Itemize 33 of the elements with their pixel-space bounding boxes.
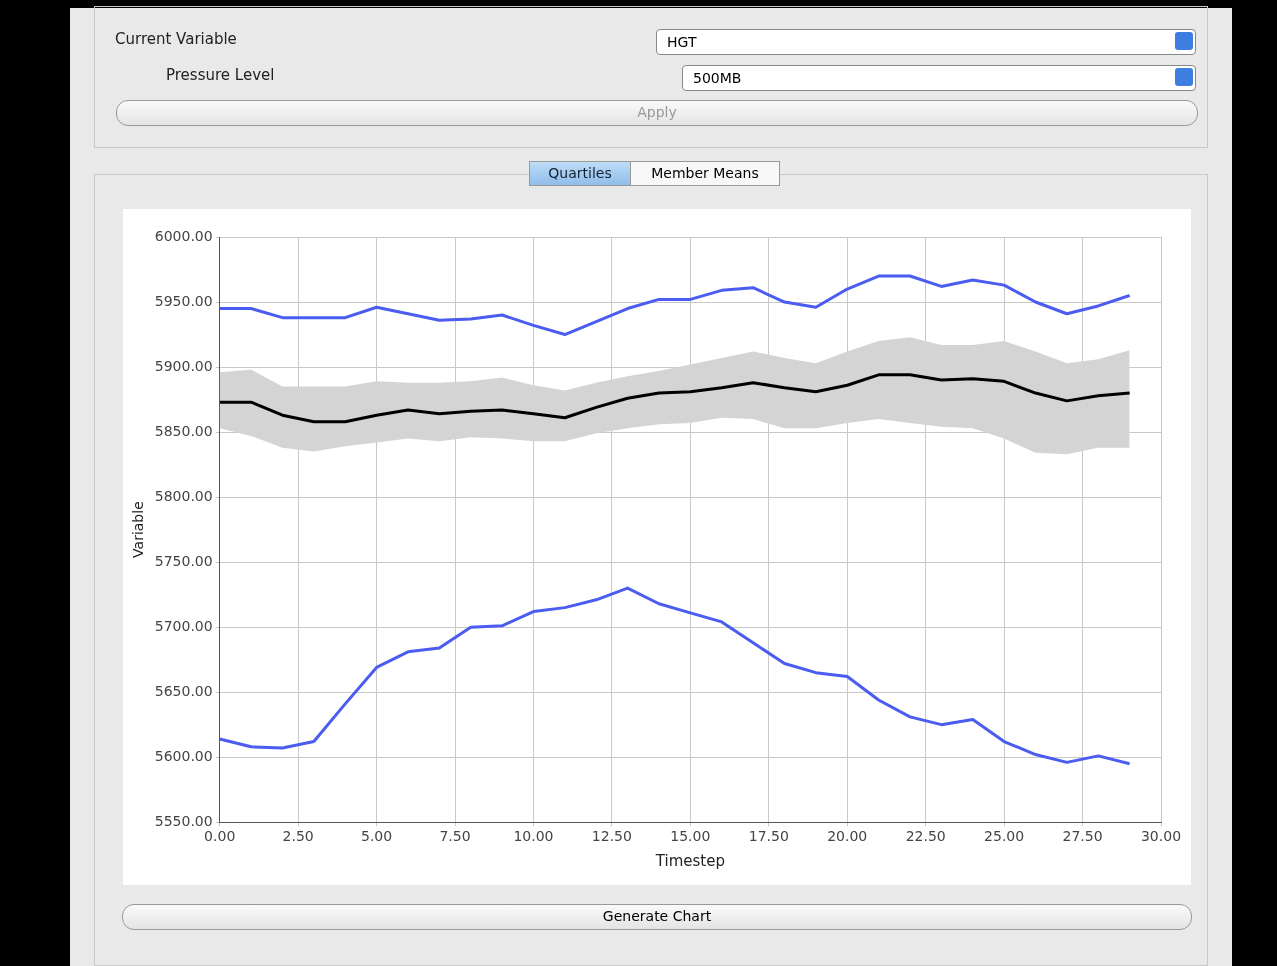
y-tick-label: 6000.00 <box>154 227 213 244</box>
text: Current Variable <box>115 30 237 48</box>
y-tick-label: 5950.00 <box>154 292 213 309</box>
text: HGT <box>656 29 1196 55</box>
y-axis-title: Variable <box>130 501 147 558</box>
x-tick-label: 20.00 <box>827 828 868 845</box>
x-tick-label: 7.50 <box>439 828 471 845</box>
x-axis-title: Timestep <box>654 851 725 870</box>
text: Member Means <box>630 161 780 186</box>
x-tick-label: 22.50 <box>905 828 946 845</box>
text: Quartiles <box>529 161 631 186</box>
y-tick-label: 5800.00 <box>154 487 213 504</box>
y-tick-label: 5750.00 <box>154 552 213 569</box>
x-tick-label: 27.50 <box>1062 828 1103 845</box>
x-tick-label: 0.00 <box>204 828 236 845</box>
x-tick-label: 25.00 <box>984 828 1025 845</box>
y-tick-label: 5700.00 <box>154 617 213 634</box>
x-tick-label: 5.00 <box>360 828 393 845</box>
y-tick-label: 5600.00 <box>154 747 213 764</box>
x-tick-label: 17.50 <box>748 828 789 845</box>
text: Apply <box>116 100 1198 126</box>
text: 500MB <box>682 65 1196 91</box>
x-tick-label: 10.00 <box>513 828 554 845</box>
text: Generate Chart <box>122 904 1192 930</box>
y-tick-label: 5850.00 <box>154 422 213 439</box>
x-tick-label: 30.00 <box>1140 828 1182 845</box>
text: Pressure Level <box>166 66 275 84</box>
y-tick-label: 5650.00 <box>154 682 213 699</box>
x-tick-label: 15.00 <box>670 828 711 845</box>
x-tick-label: 2.50 <box>282 828 314 845</box>
y-tick-label: 5900.00 <box>154 357 213 374</box>
y-tick-label: 5550.00 <box>154 812 213 829</box>
x-tick-label: 12.50 <box>591 828 632 845</box>
